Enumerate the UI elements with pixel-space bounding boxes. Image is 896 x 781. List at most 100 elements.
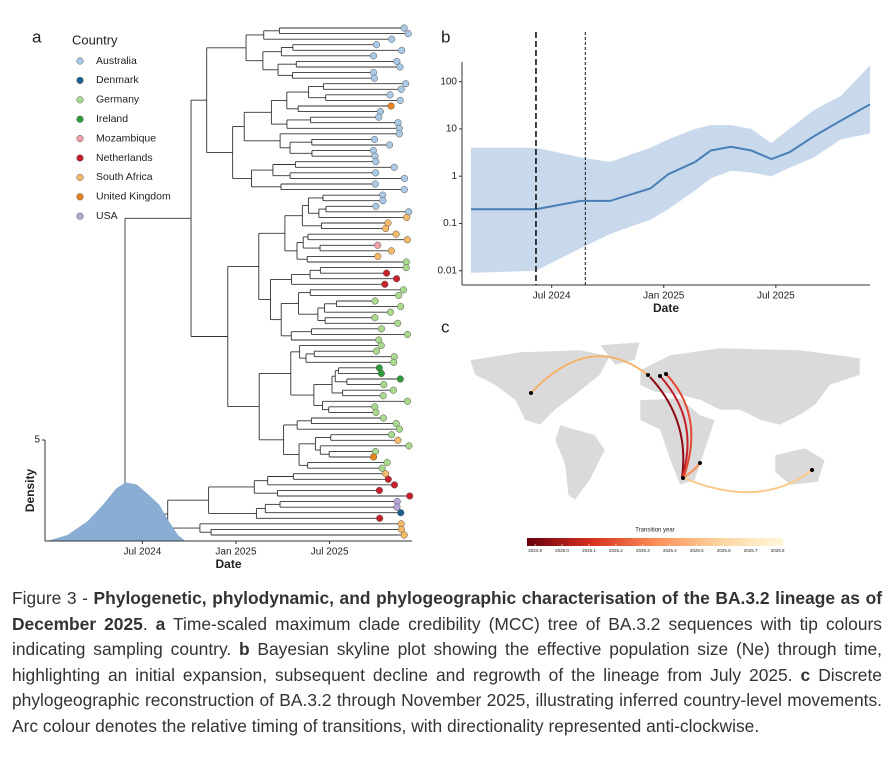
- y-tick-label: 10: [446, 124, 458, 135]
- colorbar-tick-label: 2025.5: [690, 548, 704, 553]
- tip: [372, 158, 380, 166]
- legend-swatch: [76, 76, 84, 84]
- land: [639, 347, 861, 426]
- tip: [374, 252, 382, 260]
- tip: [370, 74, 378, 82]
- caption-text: .: [142, 613, 156, 634]
- tip: [399, 286, 408, 294]
- land: [639, 397, 716, 486]
- land: [774, 447, 826, 486]
- legend-label: USA: [96, 210, 118, 222]
- legend-swatch: [76, 154, 84, 162]
- tip: [372, 169, 380, 177]
- density-area: [46, 482, 186, 541]
- tip: [370, 453, 378, 461]
- colorbar-title: Transition year: [635, 528, 674, 534]
- caption-text: Bayesian skyline plot showing the effect…: [12, 639, 882, 685]
- tip: [385, 141, 394, 149]
- tip: [395, 425, 403, 433]
- tip: [403, 397, 412, 405]
- legend-label: South Africa: [96, 171, 153, 183]
- location: [646, 373, 650, 377]
- figure: a Jul 2024 Jan 2025 Jul 2025 5 Date Density b Ju…: [23, 24, 871, 571]
- locations: [529, 372, 814, 480]
- tip: [392, 420, 400, 428]
- arc: [665, 373, 693, 477]
- land: [599, 341, 641, 366]
- colorbar-tick-label: 2025.2: [609, 548, 623, 553]
- x-axis-title: Date: [653, 301, 679, 315]
- tree: [124, 24, 414, 539]
- tip: [395, 291, 403, 299]
- panel-label: b: [441, 27, 450, 46]
- arc: [649, 376, 685, 479]
- y-tick-label: 5: [34, 435, 40, 446]
- tip: [374, 241, 382, 249]
- tip: [384, 475, 392, 483]
- tip: [393, 57, 401, 65]
- land: [554, 424, 606, 501]
- legend-swatch: [76, 212, 84, 220]
- caption-text: b: [238, 639, 250, 660]
- colorbar-tick-label: 2025.7: [744, 548, 758, 553]
- x-tick-label: Jul 2025: [757, 291, 795, 302]
- legend-swatch: [76, 173, 84, 181]
- tip: [387, 247, 395, 255]
- legend-swatch: [76, 57, 84, 65]
- tip: [397, 509, 405, 517]
- x-tick-label: Jul 2024: [533, 291, 571, 302]
- caption: Figure 3 - Phylogenetic, phylodynamic, a…: [12, 586, 882, 740]
- colorbar-tick-label: 2025.1: [582, 548, 596, 553]
- tip: [402, 80, 410, 88]
- tip: [390, 358, 398, 366]
- panel-label: c: [441, 317, 450, 336]
- tip: [388, 35, 396, 43]
- legend-label: Mozambique: [96, 132, 156, 144]
- location: [529, 391, 533, 395]
- tip: [377, 342, 385, 350]
- colorbar-tick-label: 2025.3: [636, 548, 650, 553]
- tip: [400, 186, 408, 194]
- colorbar-tick-label: 2024.9: [528, 548, 542, 553]
- location: [810, 468, 814, 472]
- legend-label: Denmark: [96, 74, 139, 86]
- colorbar-tick-label: 2025.8: [771, 548, 785, 553]
- arcs: [530, 355, 813, 494]
- legend-swatch: [76, 193, 84, 201]
- legend-label: Germany: [96, 94, 140, 106]
- tip: [402, 264, 410, 272]
- tip: [403, 213, 411, 221]
- arc: [530, 355, 649, 394]
- tip: [390, 163, 398, 171]
- tip: [406, 492, 414, 500]
- tip: [378, 464, 386, 472]
- tip: [394, 436, 402, 444]
- location: [681, 476, 685, 480]
- tip: [400, 24, 408, 32]
- y-tick-label: 100: [440, 76, 457, 87]
- tip: [393, 275, 401, 283]
- caption-text: Figure 3 -: [12, 588, 94, 608]
- legend-label: United Kingdom: [96, 191, 171, 203]
- tip: [404, 30, 412, 38]
- tip: [372, 41, 381, 49]
- colorbar-tick-label: 2025.0: [555, 548, 569, 553]
- tip: [395, 130, 403, 138]
- legend-label: Ireland: [96, 113, 128, 125]
- tip: [400, 174, 409, 182]
- land: [469, 349, 611, 426]
- tip: [371, 314, 379, 322]
- tip: [383, 459, 391, 467]
- tip: [393, 503, 401, 511]
- legend-swatch: [76, 96, 84, 104]
- x-axis-title: Date: [215, 557, 241, 571]
- caption-text: c: [800, 664, 811, 685]
- tip: [400, 531, 408, 539]
- tip: [386, 308, 395, 316]
- tip: [372, 202, 380, 210]
- y-tick-label: 1: [451, 171, 457, 182]
- tip: [370, 135, 379, 143]
- legend-label: Netherlands: [96, 152, 153, 164]
- tip: [390, 481, 399, 489]
